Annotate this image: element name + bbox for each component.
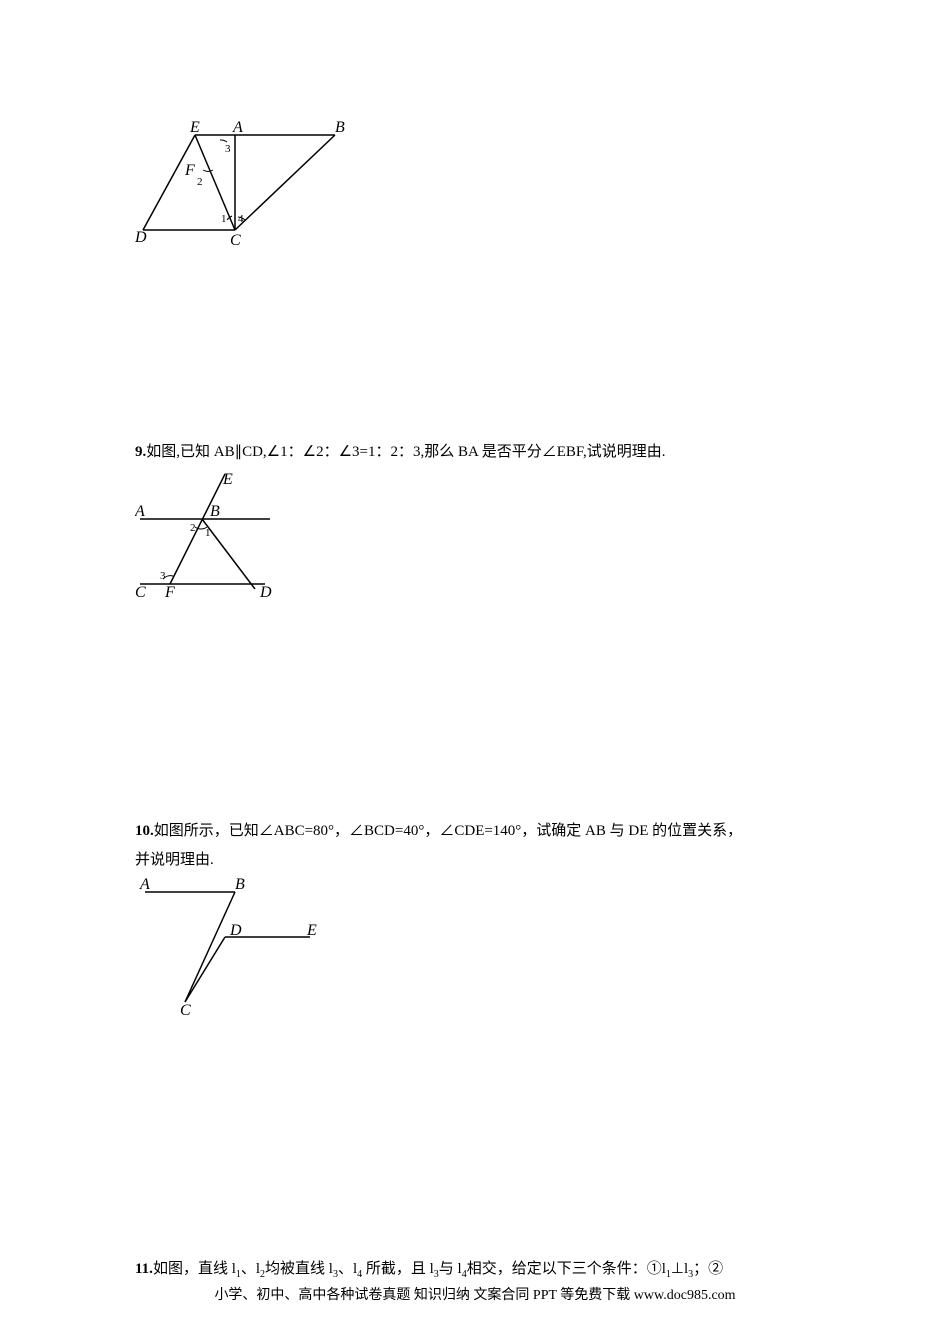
problem-11-number: 11.: [135, 1261, 153, 1277]
label-A9: A: [135, 503, 145, 520]
label-E9: E: [222, 471, 233, 488]
figure-1: E A B F D C 3 2 1 4: [135, 120, 815, 250]
label-D9: D: [259, 584, 272, 599]
angle-1: 1: [221, 213, 227, 225]
label-E10: E: [306, 922, 317, 939]
label-A: A: [232, 120, 243, 136]
angle-2-9: 2: [190, 522, 196, 534]
page-footer: 小学、初中、高中各种试卷真题 知识归纳 文案合同 PPT 等免费下载 www.d…: [0, 1284, 950, 1304]
problem-9-text: 9.如图,已知 AB∥CD,∠1：∠2：∠3=1：2：3,那么 BA 是否平分∠…: [135, 440, 815, 464]
angle-3-9: 3: [160, 570, 166, 582]
angle-2: 2: [197, 176, 203, 188]
label-E: E: [189, 120, 200, 136]
angle-1-9: 1: [205, 527, 211, 539]
angle-3: 3: [225, 143, 231, 155]
label-F9: F: [164, 584, 175, 599]
problem-9-number: 9.: [135, 444, 146, 460]
label-D10: D: [229, 922, 242, 939]
label-C10: C: [180, 1002, 191, 1017]
problem-10-text: 10.如图所示，已知∠ABC=80°，∠BCD=40°，∠CDE=140°，试确…: [135, 819, 815, 843]
problem-10-body1: 如图所示，已知∠ABC=80°，∠BCD=40°，∠CDE=140°，试确定 A…: [154, 823, 742, 839]
figure-9: E A B C F D 1 2 3: [135, 469, 815, 599]
label-B10: B: [235, 877, 245, 893]
label-D: D: [135, 229, 147, 246]
label-C9: C: [135, 584, 146, 599]
problem-10-number: 10.: [135, 823, 154, 839]
problem-11-text: 11.如图，直线 l1、l2均被直线 l3、l4 所截，且 l3与 l4相交，给…: [135, 1257, 815, 1283]
label-C: C: [230, 232, 241, 249]
angle-4: 4: [238, 213, 244, 225]
label-B9: B: [210, 503, 220, 520]
label-B: B: [335, 120, 345, 136]
problem-10-text2: 并说明理由.: [135, 848, 815, 872]
figure-10: A B D E C: [135, 877, 815, 1017]
label-A10: A: [139, 877, 150, 893]
label-F: F: [184, 162, 195, 179]
problem-9-body: 如图,已知 AB∥CD,∠1：∠2：∠3=1：2：3,那么 BA 是否平分∠EB…: [146, 444, 665, 460]
